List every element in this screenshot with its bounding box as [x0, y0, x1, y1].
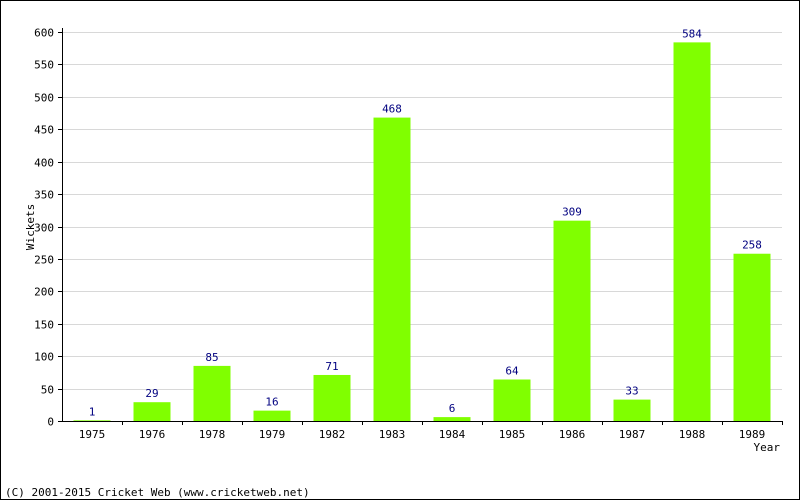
bar-1979	[253, 410, 291, 421]
bar-1986	[553, 220, 591, 421]
y-tick-label: 100	[34, 351, 54, 364]
grid-lines	[62, 32, 782, 390]
y-tick-label: 600	[34, 27, 54, 40]
x-tick-labels: 1975 1976 1978 1979 1982 1983 1984 1985 1986 1987…	[79, 428, 766, 441]
data-label-1985: 64	[505, 365, 519, 378]
x-tick-label-1984: 1984	[439, 428, 466, 441]
bar-1987	[613, 399, 651, 421]
y-tick-label: 300	[34, 222, 54, 235]
data-label-1988: 584	[682, 27, 702, 40]
bar-1985	[493, 379, 531, 421]
bars	[73, 42, 771, 422]
y-tick-label: 150	[34, 319, 54, 332]
x-tick-label-1987: 1987	[619, 428, 646, 441]
data-label-1976: 29	[145, 387, 158, 400]
x-tick-label-1976: 1976	[139, 428, 166, 441]
data-label-1989: 258	[742, 239, 762, 252]
data-label-1978: 85	[205, 351, 218, 364]
x-tick-label-1975: 1975	[79, 428, 106, 441]
x-tick-label-1982: 1982	[319, 428, 346, 441]
bar-1989	[733, 253, 771, 421]
y-tick-label: 250	[34, 254, 54, 267]
data-label-1983: 468	[382, 103, 402, 116]
y-tick-label: 400	[34, 157, 54, 170]
x-tick-label-1978: 1978	[199, 428, 226, 441]
y-tick-label: 450	[34, 124, 54, 137]
x-tick-label-1983: 1983	[379, 428, 406, 441]
axes	[58, 28, 783, 425]
data-label-1986: 309	[562, 206, 582, 219]
bar-1982	[313, 374, 351, 421]
y-tick-label: 550	[34, 59, 54, 72]
bar-1984	[433, 417, 471, 421]
bar-data-labels: 1 29 85 16 71 468 6 64 309 33 584 258	[89, 27, 762, 418]
y-tick-label: 50	[41, 384, 54, 397]
y-tick-label: 350	[34, 189, 54, 202]
y-axis-title: Wickets	[24, 204, 37, 250]
data-label-1987: 33	[625, 385, 638, 398]
y-tick-label: 500	[34, 92, 54, 105]
x-tick-label-1985: 1985	[499, 428, 526, 441]
bar-1983	[373, 117, 411, 421]
data-label-1979: 16	[265, 396, 278, 409]
bar-1988	[673, 42, 711, 422]
y-tick-labels: 0 50 100 150 200 250 300 350 400 450 500 550 600	[34, 27, 54, 429]
y-tick-label: 200	[34, 286, 54, 299]
data-label-1982: 71	[325, 360, 338, 373]
x-axis-title: Year	[754, 441, 781, 454]
x-tick-label-1979: 1979	[259, 428, 286, 441]
copyright-text: (C) 2001-2015 Cricket Web (www.cricketwe…	[5, 486, 310, 499]
x-tick-label-1989: 1989	[739, 428, 766, 441]
y-tick-label: 0	[47, 416, 54, 429]
data-label-1984: 6	[449, 402, 456, 415]
bar-1978	[193, 365, 231, 421]
data-label-1975: 1	[89, 405, 96, 418]
x-tick-label-1986: 1986	[559, 428, 586, 441]
bar-1975	[73, 420, 111, 422]
bar-1976	[133, 402, 171, 421]
x-tick-label-1988: 1988	[679, 428, 706, 441]
